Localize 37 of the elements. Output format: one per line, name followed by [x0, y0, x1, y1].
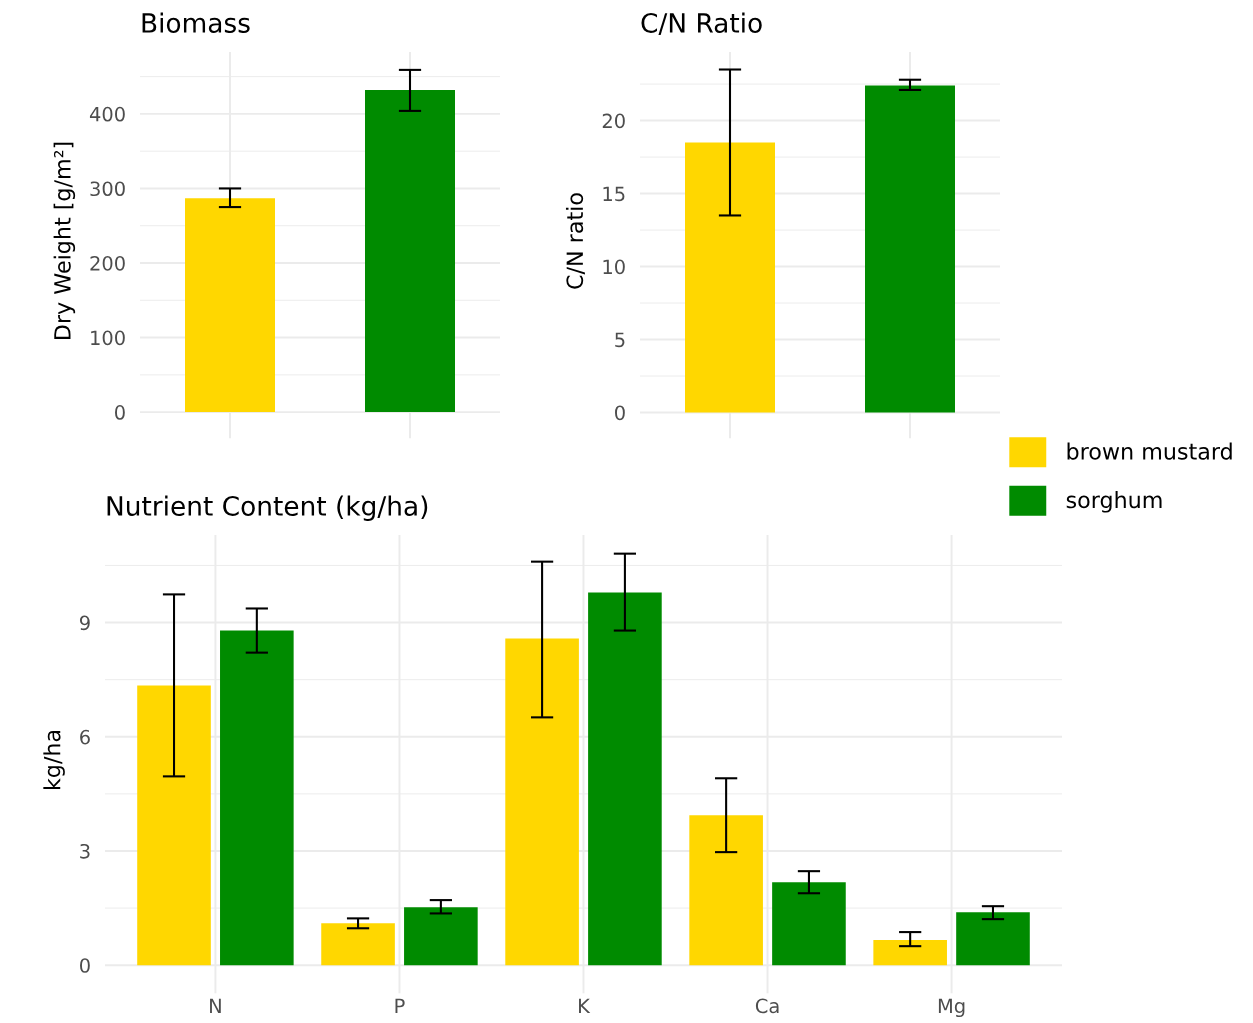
y-tick-label: 100: [91, 330, 125, 346]
bar: [873, 940, 947, 966]
chart-title: C/N Ratio: [641, 12, 762, 35]
chart-title: Nutrient Content (kg/ha): [107, 495, 428, 522]
y-tick-label: 0: [80, 958, 90, 973]
bar: [588, 592, 662, 966]
legend-label: brown mustard: [1067, 442, 1232, 460]
y-axis-title: C/N ratio: [565, 193, 585, 289]
x-tick-label: Mg: [938, 998, 965, 1018]
bar: [220, 630, 294, 966]
y-tick-label: 10: [603, 259, 625, 275]
y-tick-label: 200: [90, 255, 125, 271]
legend-label: sorghum: [1066, 491, 1162, 513]
x-tick-label: Ca: [755, 998, 779, 1014]
y-tick-label: 5: [615, 332, 625, 348]
y-tick-label: 15: [603, 186, 625, 202]
bar: [137, 685, 211, 966]
bar: [772, 882, 846, 966]
bar: [689, 815, 763, 966]
bar: [404, 907, 478, 966]
y-tick-label: 300: [90, 181, 125, 197]
bar: [321, 923, 395, 966]
x-tick-label: K: [579, 998, 591, 1013]
y-tick-label: 6: [80, 729, 90, 745]
y-tick-label: 0: [615, 405, 625, 421]
y-axis-title: Dry Weight [g/m²]: [53, 142, 76, 340]
y-tick-label: 20: [602, 113, 625, 129]
y-axis-title: kg/ha: [43, 730, 65, 790]
y-tick-label: 0: [115, 405, 125, 420]
bar: [956, 912, 1030, 966]
y-tick-label: 400: [89, 106, 125, 122]
y-tick-label: 9: [79, 615, 90, 631]
bar: [505, 638, 579, 966]
x-tick-label: N: [210, 998, 221, 1013]
y-tick-label: 3: [80, 843, 90, 859]
x-tick-label: P: [395, 998, 405, 1013]
chart-title: Biomass: [142, 12, 250, 33]
